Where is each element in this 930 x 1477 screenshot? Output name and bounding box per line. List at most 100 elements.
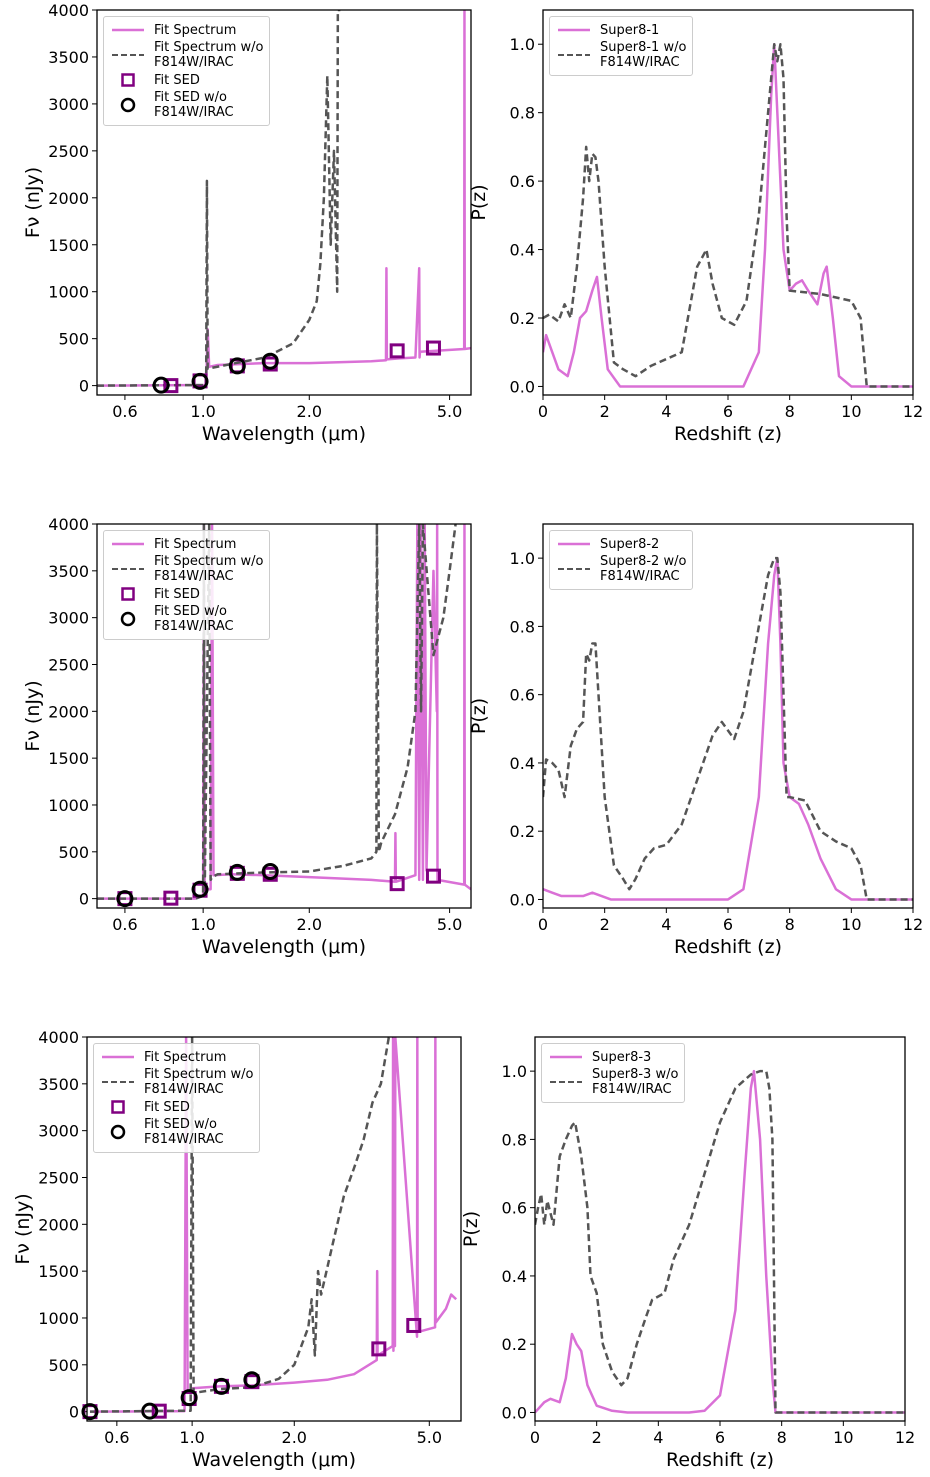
x-tick-label: 8 bbox=[785, 402, 795, 421]
legend-handle bbox=[120, 97, 136, 113]
y-tick-label: 0.4 bbox=[502, 1267, 527, 1286]
legend-handle bbox=[121, 73, 135, 87]
x-tick-label: 4 bbox=[653, 1428, 663, 1447]
series-line bbox=[535, 1069, 905, 1414]
legend-handle bbox=[120, 611, 136, 627]
y-tick-label: 500 bbox=[58, 843, 89, 862]
legend-handle bbox=[102, 1055, 134, 1059]
axes-frame bbox=[96, 9, 472, 396]
legend-marker bbox=[121, 73, 135, 87]
x-tick-label: 0.6 bbox=[112, 402, 137, 421]
legend-label: Fit Spectrum bbox=[144, 1049, 227, 1065]
sed-square bbox=[151, 1403, 167, 1419]
axes-frame bbox=[542, 523, 914, 909]
panel: 0.0 0.2 0.4 0.6 0.8 1.0 0 2 4 6 8 10 12 Redshift (z) P… bbox=[468, 523, 923, 958]
sed-square bbox=[371, 1341, 387, 1357]
legend-entry: Fit SED w/o F814W/IRAC bbox=[100, 1117, 253, 1147]
y-axis-label: P(z) bbox=[460, 1211, 482, 1247]
series-line bbox=[543, 42, 913, 388]
y-tick-label: 3000 bbox=[48, 609, 89, 628]
y-tick-label: 0.2 bbox=[510, 309, 535, 328]
legend-marker bbox=[120, 611, 136, 627]
legend-label: Fit Spectrum w/o F814W/IRAC bbox=[154, 40, 264, 70]
x-tick-label: 6 bbox=[723, 915, 733, 934]
y-tick-label: 4000 bbox=[48, 515, 89, 534]
x-tick-label: 1.0 bbox=[190, 915, 215, 934]
legend-marker bbox=[110, 1124, 126, 1140]
series-line bbox=[89, 1037, 393, 1413]
series-line bbox=[543, 556, 913, 901]
legend-label: Super8-2 w/o F814W/IRAC bbox=[600, 554, 687, 584]
x-tick-label: 0 bbox=[530, 1428, 540, 1447]
sed-circle bbox=[212, 1377, 230, 1395]
y-tick-label: 0.2 bbox=[510, 822, 535, 841]
y-tick-label: 0.0 bbox=[502, 1403, 527, 1422]
y-tick-label: 2000 bbox=[48, 702, 89, 721]
sed-square bbox=[425, 340, 441, 356]
y-tick-label: 0.2 bbox=[502, 1335, 527, 1354]
y-tick-label: 1500 bbox=[48, 236, 89, 255]
legend-label: Fit SED w/o F814W/IRAC bbox=[144, 1117, 224, 1147]
legend-label: Super8-1 w/o F814W/IRAC bbox=[600, 40, 687, 70]
legend-entry: Fit Spectrum w/o F814W/IRAC bbox=[110, 554, 263, 584]
sed-circle bbox=[191, 372, 209, 390]
x-axis-label: Redshift (z) bbox=[674, 423, 782, 445]
y-tick-label: 2500 bbox=[38, 1168, 79, 1187]
sed-square bbox=[425, 868, 441, 884]
y-tick-label: 0.0 bbox=[510, 377, 535, 396]
axes-frame bbox=[542, 9, 914, 396]
legend: Fit Spectrum Fit Spectrum w/o F814W/IRAC F… bbox=[103, 16, 271, 126]
sed-square bbox=[163, 890, 179, 906]
sed-circle bbox=[243, 1371, 261, 1389]
panel: 0 500 1000 1500 2000 2500 3000 3500 4000 0.6 1.0 2.… bbox=[12, 1028, 462, 1471]
y-tick-label: 1.0 bbox=[510, 549, 535, 568]
legend-marker bbox=[111, 1100, 125, 1114]
legend-entry: Super8-1 w/o F814W/IRAC bbox=[556, 40, 686, 70]
legend-label: Fit Spectrum w/o F814W/IRAC bbox=[144, 1067, 254, 1097]
x-tick-label: 6 bbox=[715, 1428, 725, 1447]
legend-entry: Super8-1 bbox=[556, 22, 686, 38]
y-tick-label: 0 bbox=[69, 1403, 79, 1422]
y-tick-label: 4000 bbox=[38, 1028, 79, 1047]
legend-handle bbox=[558, 542, 590, 546]
series-line bbox=[89, 1037, 458, 1413]
x-tick-label: 1.0 bbox=[179, 1428, 204, 1447]
legend-label: Fit SED bbox=[154, 72, 200, 88]
legend-label: Fit SED w/o F814W/IRAC bbox=[154, 604, 234, 634]
legend-handle bbox=[112, 54, 144, 56]
x-tick-label: 10 bbox=[833, 1428, 853, 1447]
y-tick-label: 500 bbox=[58, 330, 89, 349]
legend-entry: Fit Spectrum bbox=[110, 22, 263, 38]
y-axis-label: Fν (nJy) bbox=[12, 1193, 34, 1264]
legend-label: Fit SED w/o F814W/IRAC bbox=[154, 90, 234, 120]
y-tick-label: 0.4 bbox=[510, 754, 535, 773]
legend: Fit Spectrum Fit Spectrum w/o F814W/IRAC F… bbox=[103, 530, 271, 640]
y-tick-label: 1500 bbox=[38, 1262, 79, 1281]
plot-area bbox=[97, 524, 471, 900]
y-tick-label: 1000 bbox=[48, 283, 89, 302]
x-tick-label: 6 bbox=[723, 402, 733, 421]
panel: 0 500 1000 1500 2000 2500 3000 3500 4000 0.6 1.0 2.… bbox=[22, 515, 472, 958]
y-tick-label: 1500 bbox=[48, 749, 89, 768]
sed-circle bbox=[116, 890, 134, 908]
plot-area bbox=[543, 42, 913, 388]
legend-label: Fit Spectrum w/o F814W/IRAC bbox=[154, 554, 264, 584]
plot-area bbox=[89, 1037, 458, 1413]
y-tick-label: 2500 bbox=[48, 142, 89, 161]
legend-handle bbox=[112, 542, 144, 546]
series-line bbox=[97, 524, 471, 900]
legend-entry: Fit SED bbox=[110, 72, 263, 88]
y-tick-label: 3000 bbox=[48, 95, 89, 114]
panel: 0.0 0.2 0.4 0.6 0.8 1.0 0 2 4 6 8 10 12 Redshift (z) P… bbox=[468, 9, 923, 445]
y-tick-label: 3500 bbox=[38, 1075, 79, 1094]
x-tick-label: 2.0 bbox=[297, 915, 322, 934]
sed-circle bbox=[191, 880, 209, 898]
legend-marker bbox=[121, 587, 135, 601]
panel: 0 500 1000 1500 2000 2500 3000 3500 4000 0.6 1.0 2.… bbox=[22, 1, 472, 445]
y-axis-label: P(z) bbox=[468, 184, 490, 220]
legend-entry: Super8-2 w/o F814W/IRAC bbox=[556, 554, 686, 584]
legend-entry: Fit SED w/o F814W/IRAC bbox=[110, 90, 263, 120]
axes-frame bbox=[534, 1036, 906, 1422]
y-tick-label: 1000 bbox=[38, 1309, 79, 1328]
